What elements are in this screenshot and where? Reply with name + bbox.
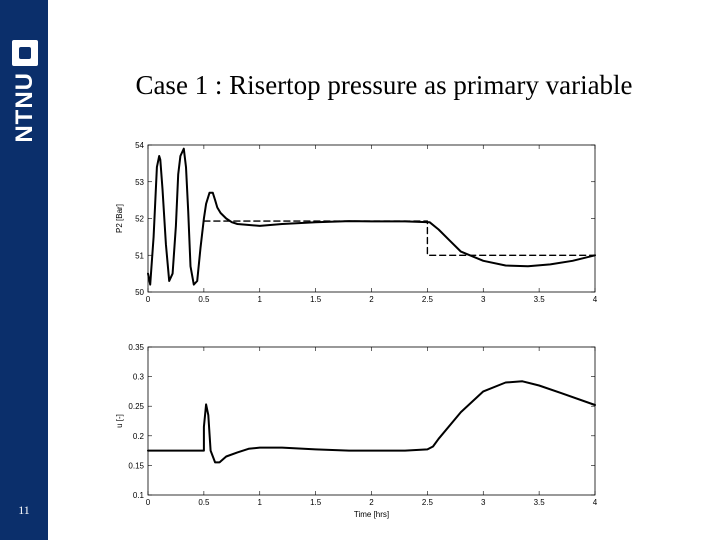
y-axis-label: P2 [Bar]	[115, 204, 124, 233]
x-tick-label: 0	[146, 295, 151, 304]
x-tick-label: 0.5	[198, 498, 210, 507]
x-tick-label: 0	[146, 498, 151, 507]
x-tick-label: 2	[369, 498, 374, 507]
x-axis-label: Time [hrs]	[354, 510, 389, 519]
y-tick-label: 0.15	[128, 461, 144, 470]
x-tick-label: 3	[481, 498, 486, 507]
y-tick-label: 52	[135, 215, 144, 224]
sidebar: NTNU 11	[0, 0, 48, 540]
plot-frame	[147, 346, 596, 496]
y-tick-label: 53	[135, 178, 144, 187]
chart-control: 0 0.5 1 1.5 2 2.5 3 3.5 4 0.1 0.15 0.2 0.25 0.3 0.35 u …	[115, 343, 598, 519]
setpoint-line	[203, 220, 596, 256]
x-tick-label: 1.5	[310, 498, 322, 507]
x-tick-label: 2.5	[422, 295, 434, 304]
x-tick-label: 4	[593, 295, 598, 304]
y-tick-label: 0.25	[128, 402, 144, 411]
x-tick-label: 4	[593, 498, 598, 507]
y-axis-label: u [-]	[115, 414, 124, 428]
x-tick-label: 1.5	[310, 295, 322, 304]
x-tick-label: 3.5	[534, 498, 546, 507]
series-line	[147, 380, 596, 464]
plot-frame	[147, 144, 596, 293]
y-tick-label: 0.1	[133, 491, 145, 500]
x-tick-label: 3	[481, 295, 486, 304]
chart-pressure: 0 0.5 1 1.5 2 2.5 3 3.5 4 50 51 52 53 54 P2 [Bar]	[115, 141, 598, 304]
x-tick-label: 2.5	[422, 498, 434, 507]
y-tick-label: 0.2	[133, 432, 145, 441]
y-tick-label: 54	[135, 141, 144, 150]
y-tick-label: 50	[135, 288, 144, 297]
ntnu-logo-icon	[12, 40, 38, 66]
y-tick-label: 0.35	[128, 343, 144, 352]
y-tick-label: 0.3	[133, 373, 145, 382]
x-tick-label: 2	[369, 295, 374, 304]
y-tick-label: 51	[135, 251, 144, 260]
x-tick-label: 1	[258, 295, 263, 304]
page-number: 11	[18, 503, 30, 517]
x-tick-label: 0.5	[198, 295, 210, 304]
x-tick-label: 1	[258, 498, 263, 507]
series-line	[147, 147, 596, 286]
slide-title: Case 1 : Risertop pressure as primary va…	[135, 70, 633, 100]
x-tick-label: 3.5	[534, 295, 546, 304]
